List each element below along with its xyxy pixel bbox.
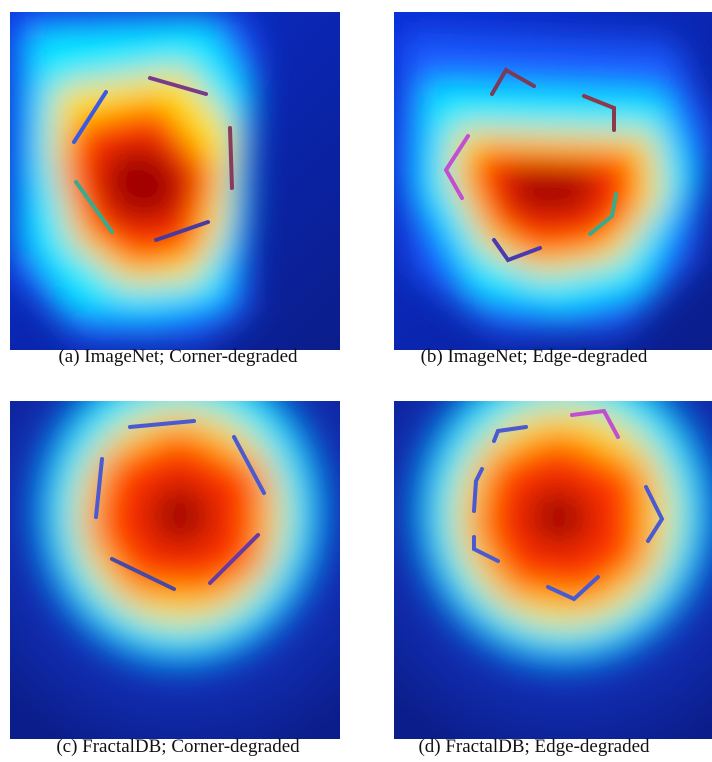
polygon-outline-b (443, 67, 618, 263)
caption-c: (c) FractalDB; Corner-degraded (56, 736, 300, 757)
heatmap-panel-a (10, 12, 340, 350)
polygon-outline-d (472, 408, 665, 602)
caption-b: (b) ImageNet; Edge-degraded (420, 346, 648, 367)
polygon-outline-a (72, 76, 234, 242)
heatmap-image-c (10, 401, 340, 739)
heatmap-panel-b (394, 12, 712, 350)
heatmap-image-d (394, 401, 712, 739)
heatmap-panel-d (394, 401, 712, 739)
heatmap-panel-c (10, 401, 340, 739)
heatmap-image-a (10, 12, 340, 350)
heatmap-image-b (394, 12, 712, 350)
caption-d: (d) FractalDB; Edge-degraded (418, 736, 650, 757)
polygon-outline-c (94, 419, 266, 591)
caption-a: (a) ImageNet; Corner-degraded (58, 346, 298, 367)
